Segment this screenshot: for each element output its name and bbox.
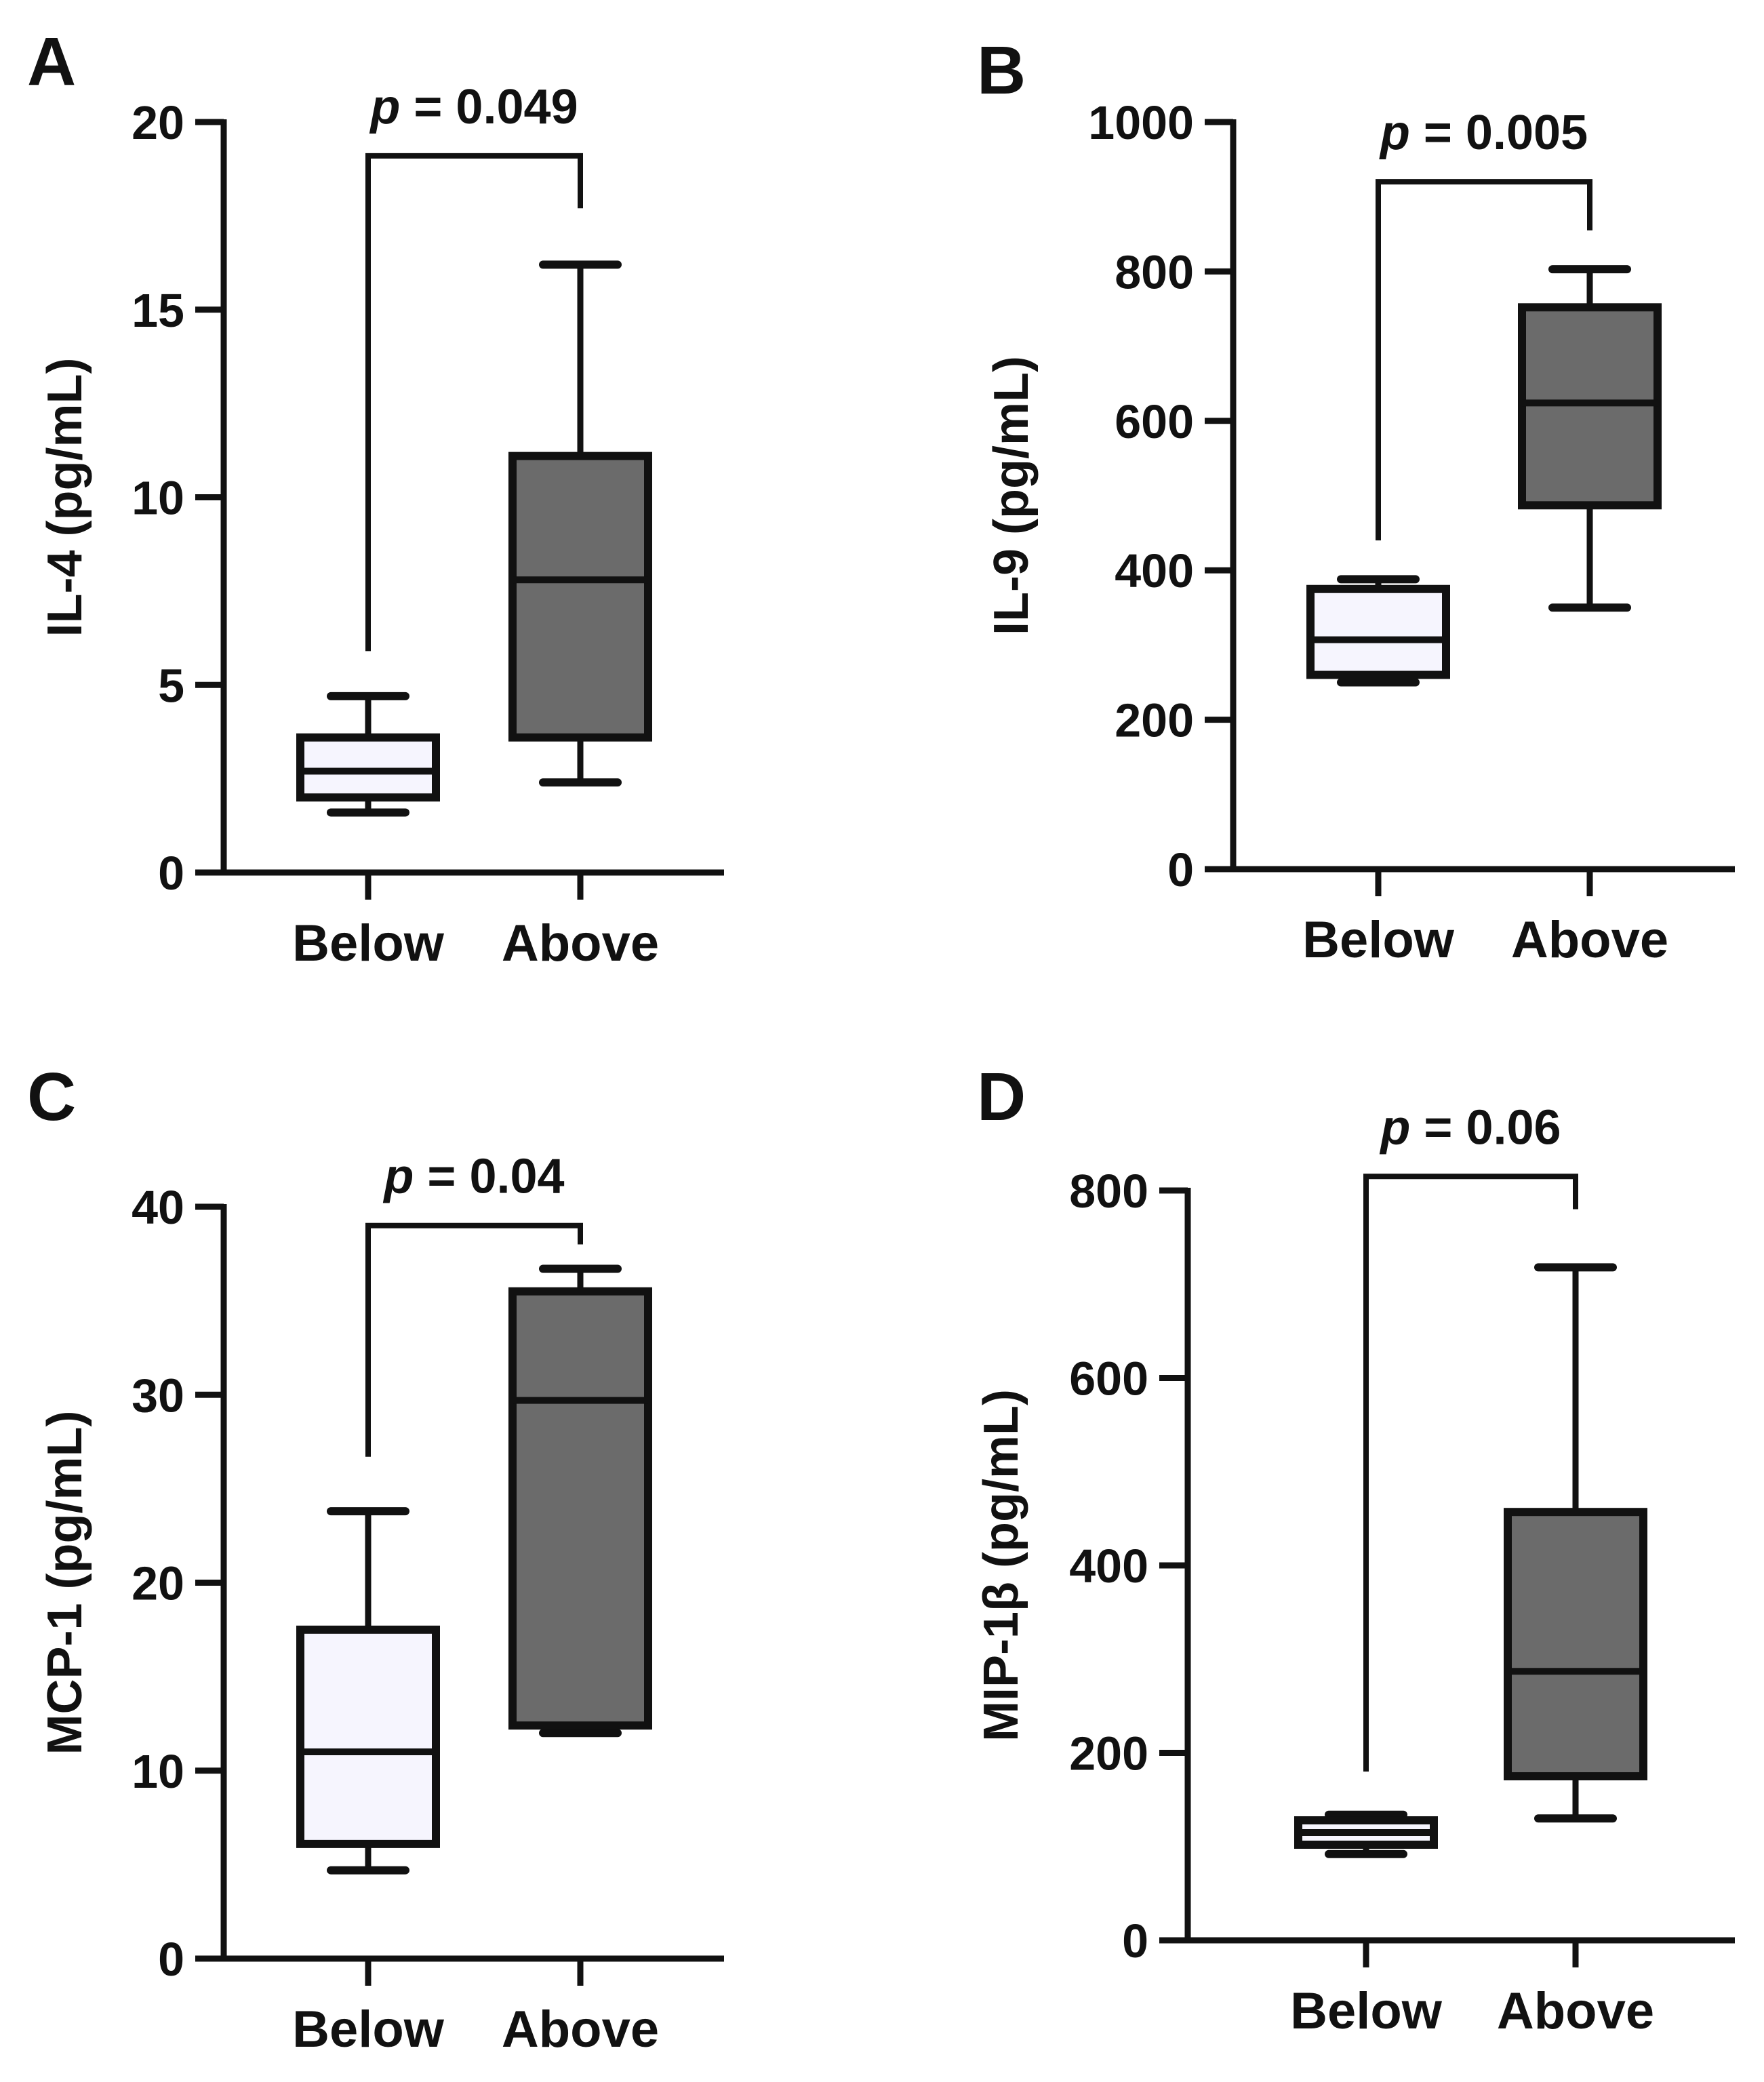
box-below — [1306, 575, 1450, 687]
x-category-label: Above — [1511, 911, 1668, 969]
y-axis-title: IL-4 (pg/mL) — [38, 358, 92, 637]
y-axis-title: MIP-1β (pg/mL) — [974, 1389, 1028, 1742]
p-value: = 0.06 — [1410, 1100, 1561, 1155]
p-value-label: p = 0.005 — [1379, 106, 1588, 160]
p-value: = 0.049 — [400, 80, 578, 134]
significance-bracket — [1363, 1174, 1578, 1772]
y-tick-label: 20 — [132, 1557, 184, 1610]
y-tick-label: 600 — [1069, 1353, 1148, 1405]
p-symbol: p — [1379, 1100, 1410, 1155]
iqr-box — [1306, 584, 1450, 679]
chart-svg: D 0 200 400 600 800 Below Above MIP-1β (pg/mL) p … — [974, 1059, 1735, 2040]
box-above — [508, 1264, 652, 1738]
y-tick-label: 0 — [1167, 843, 1194, 896]
box-above — [1518, 265, 1662, 612]
y-tick-label: 600 — [1115, 395, 1194, 448]
y-tick-label: 1000 — [1088, 96, 1194, 149]
box-above — [508, 260, 652, 787]
y-axis-title: MCP-1 (pg/mL) — [38, 1411, 92, 1755]
y-tick-label: 0 — [1122, 1915, 1148, 1967]
iqr-box — [1504, 1508, 1647, 1781]
y-tick-label: 10 — [132, 472, 184, 525]
panel-d: D 0 200 400 600 800 Below Above MIP-1β (pg/mL) p … — [882, 1041, 1764, 2082]
significance-bracket — [1376, 179, 1592, 541]
y-tick-label: 20 — [132, 96, 184, 149]
panel-c: C 0 10 20 30 40 Below Above MCP-1 (pg/mL) p = 0.0… — [0, 1041, 882, 2082]
chart-svg: B 0 200 400 600 800 1000 Below Above IL-9 (pg/mL)… — [977, 33, 1735, 969]
y-tick-label: 800 — [1115, 245, 1194, 298]
box-above — [1504, 1263, 1647, 1823]
panel-label: C — [27, 1059, 76, 1135]
panel-label: A — [27, 24, 76, 100]
y-tick-label: 15 — [132, 284, 184, 337]
y-tick-label: 40 — [132, 1181, 184, 1234]
panel-a: A 0 5 10 15 20 Below Above IL-4 (pg/mL) p = 0.049 — [0, 0, 882, 1041]
x-category-label: Below — [1290, 1982, 1443, 2040]
y-tick-label: 0 — [158, 847, 184, 900]
chart-svg: C 0 10 20 30 40 Below Above MCP-1 (pg/mL) p = 0.0… — [27, 1059, 724, 2058]
x-category-label: Below — [1302, 911, 1455, 969]
iqr-box — [508, 452, 652, 742]
panel-label: D — [977, 1059, 1026, 1135]
p-value-label: p = 0.049 — [369, 80, 578, 134]
y-tick-label: 0 — [158, 1933, 184, 1986]
box-below — [1294, 1810, 1438, 1858]
iqr-box — [508, 1287, 652, 1730]
y-tick-label: 800 — [1069, 1165, 1148, 1218]
x-category-label: Below — [292, 2001, 445, 2058]
significance-bracket — [365, 1222, 583, 1457]
p-value-label: p = 0.06 — [1379, 1100, 1561, 1155]
p-value: = 0.04 — [414, 1150, 564, 1204]
p-symbol: p — [1379, 106, 1410, 160]
y-tick-label: 400 — [1069, 1540, 1148, 1593]
y-tick-label: 200 — [1069, 1727, 1148, 1780]
y-tick-label: 30 — [132, 1369, 184, 1422]
y-tick-label: 5 — [158, 659, 184, 712]
iqr-box — [296, 1625, 440, 1848]
x-category-label: Below — [292, 915, 445, 972]
iqr-box — [296, 733, 440, 802]
p-symbol: p — [369, 80, 400, 134]
box-below — [296, 692, 440, 817]
box-below — [296, 1507, 440, 1875]
p-value-label: p = 0.04 — [382, 1150, 564, 1204]
p-value: = 0.005 — [1410, 106, 1588, 160]
x-category-label: Above — [502, 2001, 659, 2058]
panel-b: B 0 200 400 600 800 1000 Below Above IL-9 (pg/mL)… — [882, 0, 1764, 1041]
p-symbol: p — [382, 1150, 414, 1204]
y-tick-label: 400 — [1115, 544, 1194, 597]
x-category-label: Above — [1497, 1982, 1654, 2040]
panel-label: B — [977, 33, 1026, 108]
y-axis-title: IL-9 (pg/mL) — [984, 356, 1039, 635]
y-tick-label: 10 — [132, 1745, 184, 1798]
significance-bracket — [365, 153, 583, 652]
y-tick-label: 200 — [1115, 694, 1194, 747]
x-category-label: Above — [502, 915, 659, 972]
chart-svg: A 0 5 10 15 20 Below Above IL-4 (pg/mL) p = 0.049 — [27, 24, 724, 972]
